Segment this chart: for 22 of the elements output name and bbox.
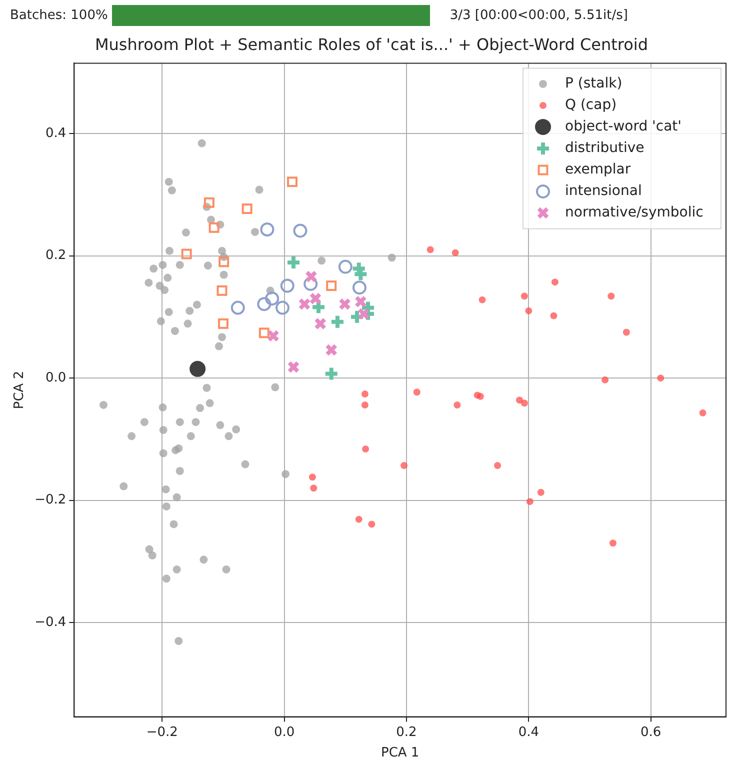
y-tick-label: 0.2 — [45, 248, 66, 264]
legend-label: normative/symbolic — [565, 204, 704, 221]
legend-label: intensional — [565, 183, 642, 200]
x-axis-title: PCA 1 — [380, 746, 420, 761]
x-tick-label: 0.2 — [396, 724, 417, 740]
y-tick-label: −0.4 — [34, 615, 66, 630]
legend-label: Q (cap) — [565, 97, 617, 114]
x-tick-label: 0.6 — [640, 724, 662, 740]
chart-title: Mushroom Plot + Semantic Roles of 'cat is...' + Object-Word Centroid — [94, 34, 648, 54]
y-axis-title: PCA 2 — [12, 370, 28, 410]
text: 3/3 [00:00<00:00, 5.51it/s] — [450, 8, 628, 22]
text: Batches: 100% — [10, 8, 108, 22]
y-tick-label: −0.2 — [34, 492, 66, 508]
x-tick-label: 0.4 — [518, 724, 540, 740]
legend-label: object-word 'cat' — [565, 118, 682, 135]
legend-label: exemplar — [565, 162, 631, 178]
legend-label: distributive — [565, 140, 644, 156]
legend-label: P (stalk) — [565, 76, 622, 92]
x-tick-label: −0.2 — [146, 724, 178, 740]
text: 0.0 — [274, 724, 295, 740]
y-tick-label: 0.4 — [45, 126, 66, 141]
y-tick-label: 0.0 — [45, 370, 66, 386]
